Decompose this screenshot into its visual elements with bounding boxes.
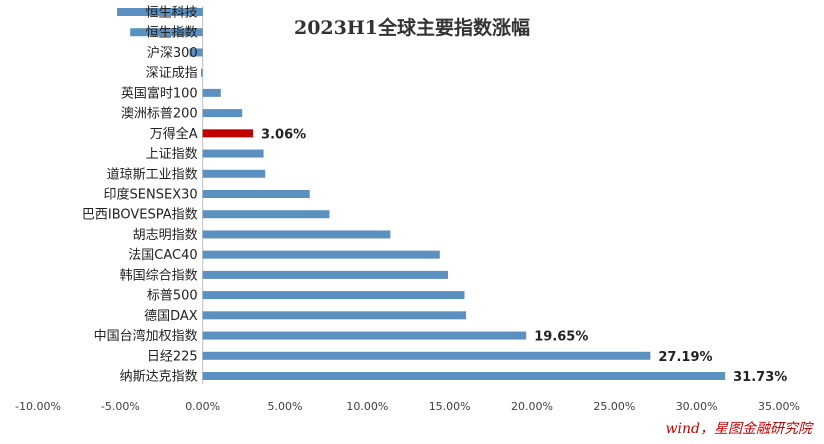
x-tick-label: 5.00% [268, 400, 303, 413]
bars-layer [117, 6, 726, 384]
x-tick-label: 0.00% [185, 400, 220, 413]
bar [202, 372, 726, 380]
bar [202, 149, 264, 158]
bar [201, 68, 203, 77]
data-labels: 3.06% 19.65% 27.19% 31.73% [261, 127, 787, 385]
bar [202, 169, 266, 178]
x-tick-label: 25.00% [593, 400, 635, 413]
bar [202, 291, 465, 300]
bar [202, 331, 527, 340]
x-axis-ticks: -10.00% -5.00% 0.00% 5.00% 10.00% 15.00% 20.00… [15, 400, 800, 413]
category-label: 巴西IBOVESPA指数 [82, 208, 198, 223]
x-tick-label: -5.00% [101, 400, 140, 413]
bar [202, 270, 449, 279]
source-note: wind，星图金融研究院 [666, 421, 814, 437]
x-tick-label: 20.00% [511, 400, 553, 413]
category-label: 纳斯达克指数 [120, 370, 198, 385]
category-label: 上证指数 [146, 147, 198, 162]
bar [202, 351, 651, 360]
data-label: 3.06% [261, 127, 306, 142]
category-label: 德国DAX [144, 309, 198, 324]
category-label: 恒生科技 [146, 6, 198, 21]
category-label: 英国富时100 [121, 85, 198, 101]
data-label: 27.19% [658, 350, 712, 365]
category-label: 澳洲标普200 [121, 106, 198, 122]
bar [202, 210, 330, 219]
data-label: 31.73% [733, 370, 787, 385]
category-label: 中国台湾加权指数 [94, 328, 198, 344]
bar [202, 129, 254, 138]
bar [189, 48, 203, 57]
bar [130, 28, 203, 37]
bar [202, 109, 243, 118]
category-label: 标普500 [147, 289, 198, 304]
category-label: 韩国综合指数 [120, 268, 198, 283]
category-label: 恒生指数 [146, 26, 198, 41]
category-label: 万得全A [150, 126, 198, 142]
data-label: 19.65% [534, 330, 588, 345]
x-tick-label: -10.00% [15, 400, 61, 413]
category-label: 日经225 [147, 349, 198, 364]
bar [202, 88, 221, 97]
x-tick-label: 30.00% [676, 400, 718, 413]
category-label: 法国CAC40 [128, 248, 197, 263]
bar [202, 230, 391, 239]
x-tick-label: 35.00% [758, 400, 800, 413]
category-label: 沪深300 [147, 45, 198, 61]
category-label: 深证成指 [146, 66, 198, 81]
x-tick-label: 15.00% [429, 400, 471, 413]
bar [202, 190, 310, 198]
bar [202, 311, 467, 320]
category-label: 胡志明指数 [133, 228, 198, 243]
chart-title: 2023H1全球主要指数涨幅 [294, 16, 530, 39]
bar [117, 8, 203, 16]
category-label: 道琼斯工业指数 [107, 167, 198, 182]
bar [202, 250, 440, 259]
category-label: 印度SENSEX30 [104, 187, 198, 203]
x-tick-label: 10.00% [346, 400, 388, 413]
